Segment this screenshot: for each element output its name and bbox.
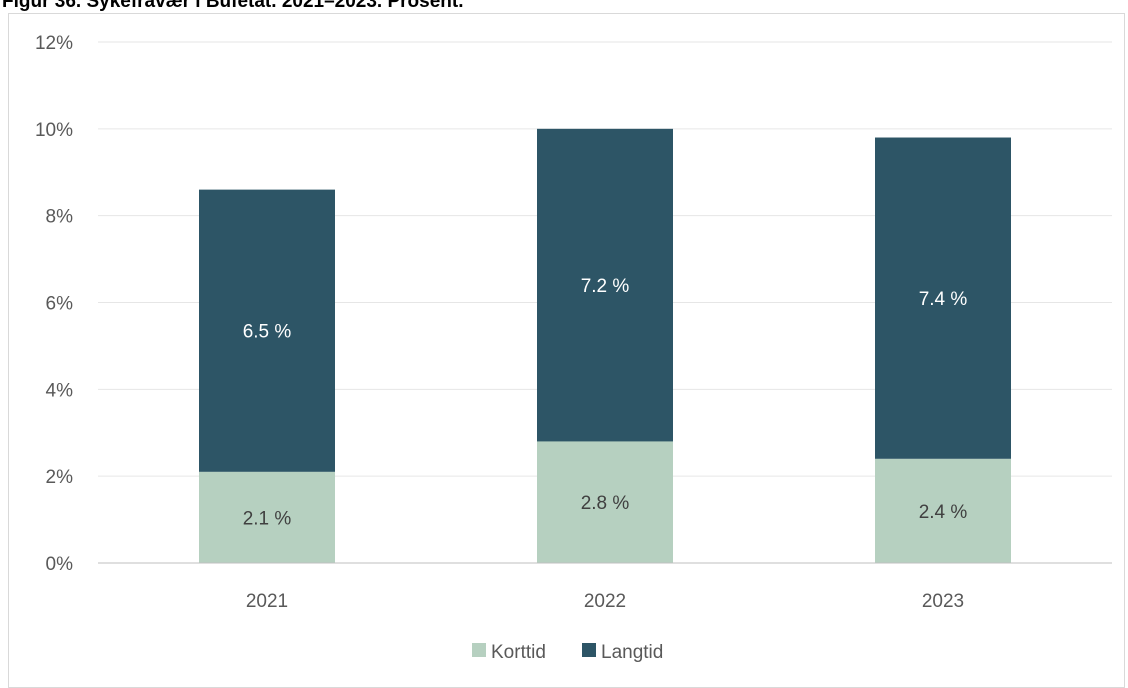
bar-korttid-2022	[537, 441, 673, 563]
legend-swatch-langtid	[582, 643, 596, 657]
x-tick-label: 2022	[584, 591, 626, 612]
y-tick-label: 0%	[46, 554, 74, 575]
x-tick-label: 2023	[922, 591, 964, 612]
bars	[199, 128, 1011, 563]
data-label: 2.8 %	[581, 493, 630, 514]
data-label: 6.5 %	[243, 322, 292, 343]
y-axis: 0% 2% 4% 6% 8% 10% 12%	[35, 33, 73, 575]
legend: Korttid Langtid	[472, 642, 663, 663]
bar-korttid-2021	[199, 471, 335, 563]
y-tick-label: 6%	[46, 294, 74, 315]
y-tick-label: 12%	[35, 33, 73, 54]
y-tick-label: 10%	[35, 120, 73, 141]
y-tick-label: 4%	[46, 380, 74, 401]
x-axis: 2021 2022 2023	[98, 562, 1112, 612]
bar-langtid-2023	[875, 137, 1011, 459]
y-tick-label: 2%	[46, 467, 74, 488]
data-label: 7.2 %	[581, 276, 630, 297]
data-label: 7.4 %	[919, 289, 968, 310]
legend-label-korttid: Korttid	[491, 642, 546, 663]
bar-langtid-2021	[199, 189, 335, 472]
bar-langtid-2022	[537, 128, 673, 442]
data-label: 2.4 %	[919, 502, 968, 523]
chart-title: Figur 36. Sykefravær i Bufetat. 2021–202…	[2, 0, 464, 12]
x-tick-label: 2021	[246, 591, 288, 612]
legend-label-langtid: Langtid	[601, 642, 663, 663]
y-tick-label: 8%	[46, 207, 74, 228]
bar-korttid-2023	[875, 458, 1011, 563]
data-labels: 2.1 % 6.5 % 2.8 % 7.2 % 2.4 % 7.4 %	[243, 276, 968, 529]
data-label: 2.1 %	[243, 508, 292, 529]
legend-swatch-korttid	[472, 643, 486, 657]
